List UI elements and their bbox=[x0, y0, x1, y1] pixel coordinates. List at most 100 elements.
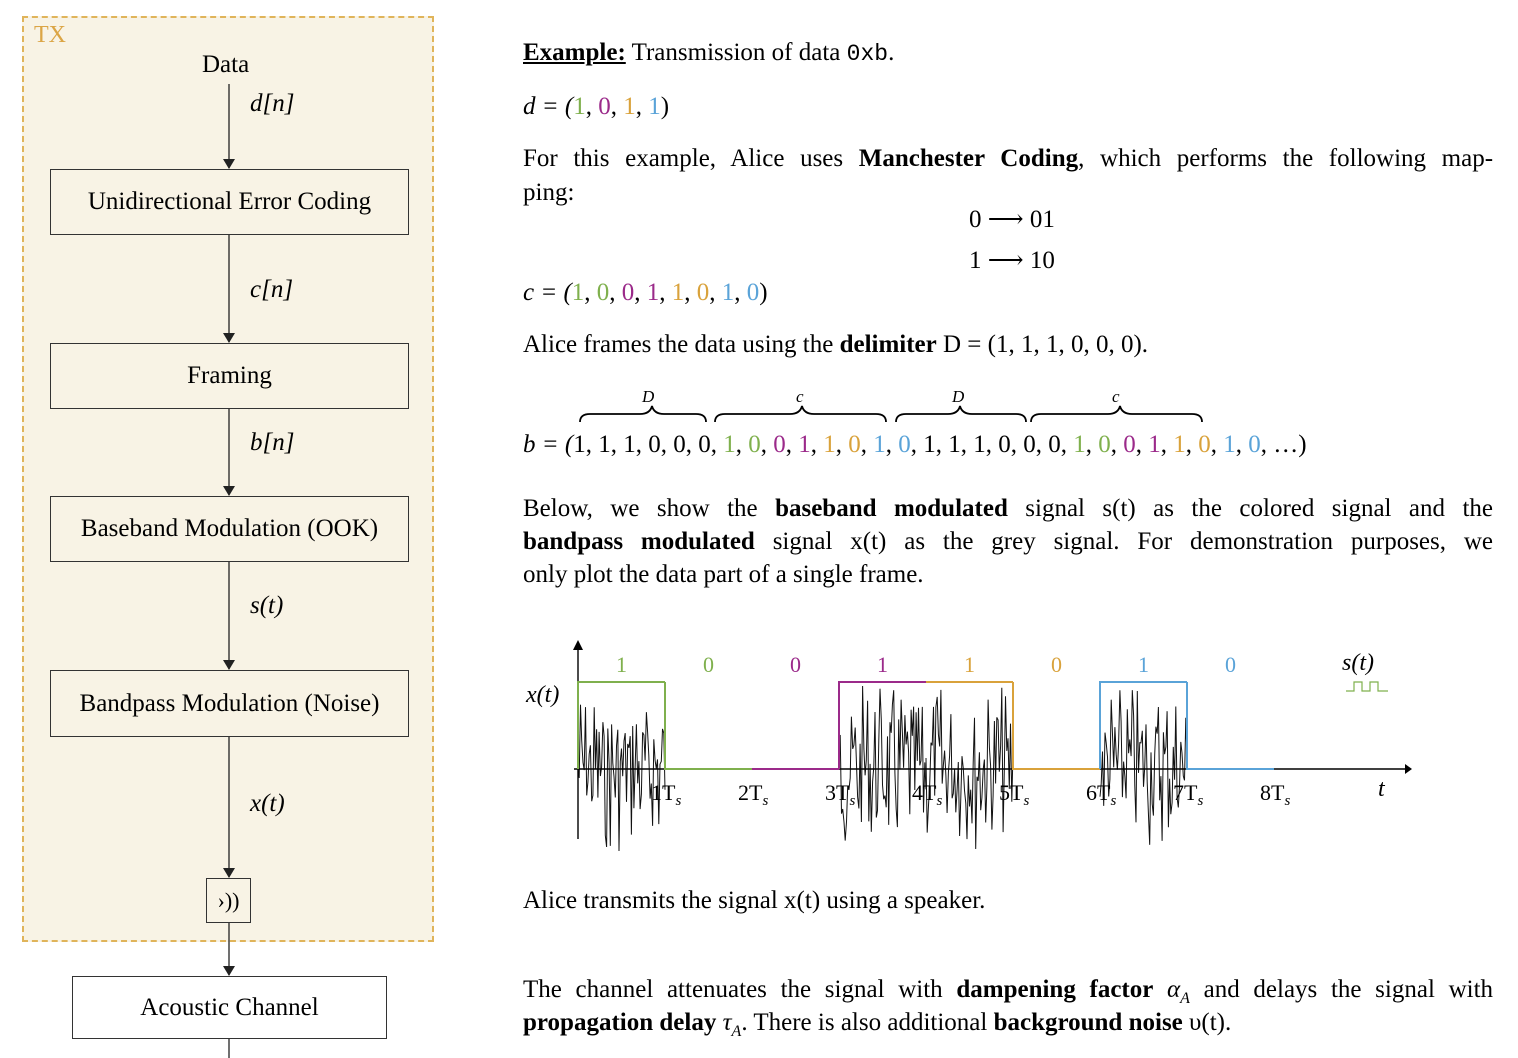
frame-pre: Alice frames the data using the bbox=[523, 331, 840, 358]
x-axis-arrow bbox=[1405, 764, 1412, 774]
coding-post: , which performs the following map- bbox=[1078, 145, 1494, 172]
x-tick-label: 3Ts bbox=[825, 780, 855, 809]
block-acoustic-channel[interactable]: Acoustic Channel bbox=[72, 976, 387, 1039]
signal-label-s: s(t) bbox=[250, 592, 284, 619]
coding-pre: For this example, Alice uses bbox=[523, 145, 859, 172]
bit-label: 1 bbox=[877, 652, 888, 677]
mapping-one: 1 ⟶ 10 bbox=[969, 247, 1055, 274]
brace-label-c: c bbox=[796, 387, 804, 406]
b-end: …) bbox=[1273, 431, 1307, 458]
legend-swatch bbox=[1346, 681, 1388, 692]
example-title: Example: bbox=[523, 39, 626, 66]
c-bit: 1 bbox=[721, 279, 735, 306]
transmit-line: Alice transmits the signal x(t) using a … bbox=[523, 887, 986, 914]
brace-label-c: c bbox=[1112, 387, 1120, 406]
b-bit: 0 bbox=[1198, 431, 1211, 458]
baseband-bit-segment bbox=[664, 682, 752, 770]
legend-label: s(t) bbox=[1342, 650, 1374, 676]
c-bit: 0 bbox=[596, 279, 610, 306]
baseband-bit-segment bbox=[1012, 682, 1100, 770]
bit-label: 1 bbox=[1138, 652, 1149, 677]
below-bold: baseband modulated bbox=[775, 495, 1008, 522]
signal-label-b: b[n] bbox=[250, 429, 295, 456]
d-bit: 0 bbox=[598, 93, 611, 120]
block-error-coding[interactable]: Unidirectional Error Coding bbox=[50, 169, 409, 235]
data-label: Data bbox=[202, 51, 250, 78]
channel-text: The channel attenuates the signal with bbox=[523, 976, 957, 1003]
mapping-zero: 0 ⟶ 01 bbox=[969, 206, 1055, 233]
bandpass-signal-segment bbox=[838, 685, 927, 841]
bit-label: 1 bbox=[616, 652, 627, 677]
brace-label-D: D bbox=[951, 387, 965, 406]
bandpass-signal-segment bbox=[577, 704, 666, 852]
y-axis-arrow bbox=[573, 640, 583, 650]
example-line: Example: Transmission of data 0xb. bbox=[523, 36, 894, 71]
b-delimiter: 1, 1, 1, 0, 0, 0, bbox=[923, 431, 1074, 458]
example-end: . bbox=[888, 39, 895, 66]
below-text: Below, we show the bbox=[523, 495, 776, 522]
b-bit: 0 bbox=[748, 431, 761, 458]
signal-label-c: c[n] bbox=[250, 276, 294, 303]
x-tick-label: 4Ts bbox=[912, 780, 942, 809]
below-line1: Below, we show the baseband modulated si… bbox=[523, 492, 1493, 525]
d-lhs: d = ( bbox=[523, 93, 574, 120]
bandpass-signal-segment bbox=[925, 687, 1014, 850]
d-bit: 1 bbox=[623, 93, 636, 120]
below-line3: only plot the data part of a single fram… bbox=[523, 561, 924, 588]
b-bit: 1 bbox=[723, 431, 736, 458]
b-bit: 1 bbox=[1148, 431, 1161, 458]
tx-arrows bbox=[223, 84, 235, 1058]
b-bit: 0 bbox=[1248, 431, 1261, 458]
c-bit: 0 bbox=[696, 279, 710, 306]
x-tick-label: 2Ts bbox=[738, 780, 768, 809]
signal-chart: 1 0 0 1 1 0 1 0 1Ts 2Ts 3Ts 4Ts 5Ts 6Ts 7Ts 8Ts t x(t) s(t… bbox=[525, 640, 1412, 852]
block-bandpass-modulation[interactable]: Bandpass Modulation (Noise) bbox=[50, 670, 409, 737]
channel-text: υ(t). bbox=[1182, 1009, 1232, 1036]
coding-bold: Manchester Coding bbox=[858, 145, 1079, 172]
coding-paragraph: For this example, Alice uses Manchester … bbox=[523, 142, 1493, 175]
baseband-bit-segment bbox=[838, 681, 926, 769]
channel-symbol: τ bbox=[716, 1009, 732, 1036]
speaker-icon[interactable]: ›)) bbox=[206, 878, 251, 923]
example-value: 0xb bbox=[846, 41, 889, 67]
coding-line2: ping: bbox=[523, 179, 575, 206]
c-bit: 1 bbox=[571, 279, 585, 306]
b-bit: 1 bbox=[1173, 431, 1186, 458]
b-vector: b = (1, 1, 1, 0, 0, 0, 1, 0, 0, 1, 1, 0,… bbox=[523, 431, 1307, 458]
baseband-bit-segment bbox=[577, 681, 665, 769]
channel-line2: propagation delay τA. There is also addi… bbox=[523, 1006, 1231, 1048]
channel-sub: A bbox=[731, 1023, 742, 1040]
brace-label-D: D bbox=[641, 387, 655, 406]
below-text: signal s(t) as the colored signal and th… bbox=[1007, 495, 1493, 522]
block-framing[interactable]: Framing bbox=[50, 343, 409, 409]
b-bit: 1 bbox=[798, 431, 811, 458]
block-baseband-modulation[interactable]: Baseband Modulation (OOK) bbox=[50, 496, 409, 562]
frame-bold: delimiter bbox=[839, 331, 937, 358]
b-bit: 0 bbox=[898, 431, 911, 458]
x-tick-label: 5Ts bbox=[999, 780, 1029, 809]
c-vector: c = (1, 0, 0, 1, 1, 0, 1, 0) bbox=[523, 279, 768, 306]
signal-label-d: d[n] bbox=[250, 90, 295, 117]
b-braces: D c D c bbox=[579, 387, 1203, 423]
baseband-bit-segment bbox=[1186, 682, 1274, 770]
bandpass-signal-segment bbox=[1099, 690, 1188, 845]
b-bit: 1 bbox=[823, 431, 836, 458]
x-tick-label: 7Ts bbox=[1173, 780, 1203, 809]
b-lhs: b = ( bbox=[523, 431, 574, 458]
x-tick-label: 1Ts bbox=[651, 780, 681, 809]
d-vector: d = (1, 0, 1, 1) bbox=[523, 93, 670, 120]
baseband-bit-segment bbox=[1099, 681, 1187, 769]
c-bit: 1 bbox=[671, 279, 685, 306]
x-tick-label: 6Ts bbox=[1086, 780, 1116, 809]
channel-line1: The channel attenuates the signal with d… bbox=[523, 973, 1493, 1015]
c-bit: 0 bbox=[746, 279, 760, 306]
b-bit: 0 bbox=[848, 431, 861, 458]
frame-line: Alice frames the data using the delimite… bbox=[523, 328, 1148, 361]
b-bit: 0 bbox=[1123, 431, 1136, 458]
below-text: signal x(t) as the grey signal. For demo… bbox=[754, 528, 1494, 555]
c-lhs: c = ( bbox=[523, 279, 572, 306]
d-bit: 1 bbox=[648, 93, 661, 120]
c-bit: 1 bbox=[646, 279, 660, 306]
example-text: Transmission of data bbox=[625, 39, 847, 66]
b-bit: 1 bbox=[1073, 431, 1086, 458]
